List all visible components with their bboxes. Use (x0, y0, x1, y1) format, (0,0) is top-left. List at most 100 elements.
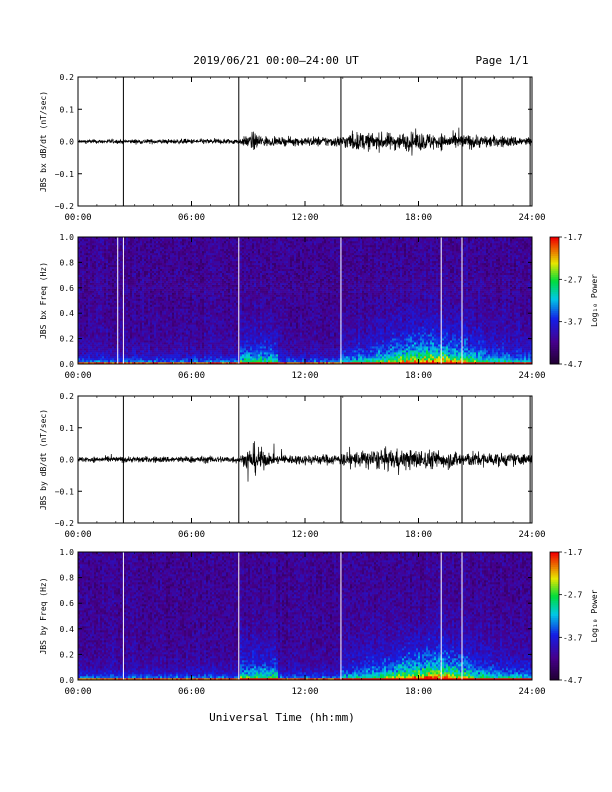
heat-cell (174, 354, 176, 356)
heat-cell (162, 310, 164, 312)
heat-cell (114, 330, 116, 332)
heat-cell (112, 247, 114, 249)
heat-cell (82, 273, 84, 275)
heat-cell (220, 283, 222, 285)
heat-cell (198, 281, 200, 283)
heat-cell (146, 245, 148, 247)
heat-cell (142, 360, 144, 362)
heat-cell (166, 277, 168, 279)
heat-cell (152, 281, 154, 283)
heat-cell (106, 239, 108, 241)
heat-cell (196, 332, 198, 334)
heat-cell (206, 336, 208, 338)
heat-cell (228, 348, 230, 350)
heat-cell (112, 312, 114, 314)
heat-cell (82, 312, 84, 314)
heat-cell (214, 314, 216, 316)
heat-cell (218, 330, 220, 332)
heat-cell (134, 301, 136, 303)
heat-cell (164, 291, 166, 293)
heat-cell (166, 352, 168, 354)
heat-cell (84, 302, 86, 304)
heat-cell (206, 279, 208, 281)
heat-cell (168, 332, 170, 334)
heat-cell (108, 304, 110, 306)
heat-cell (138, 338, 140, 340)
heat-cell (218, 291, 220, 293)
heat-cell (82, 301, 84, 303)
heat-cell (130, 297, 132, 299)
heat-cell (188, 358, 190, 360)
heat-cell (182, 263, 184, 265)
heat-cell (166, 344, 168, 346)
heat-cell (118, 281, 120, 283)
heat-cell (162, 320, 164, 322)
heat-cell (118, 314, 120, 316)
heat-cell (202, 336, 204, 338)
heat-cell (176, 249, 178, 251)
heat-cell (94, 354, 96, 356)
heat-cell (136, 310, 138, 312)
heat-cell (172, 255, 174, 257)
heat-cell (158, 293, 160, 295)
heat-cell (140, 275, 142, 277)
heat-cell (156, 239, 158, 241)
heat-cell (94, 251, 96, 253)
heat-cell (204, 350, 206, 352)
heat-cell (120, 316, 122, 318)
heat-cell (90, 247, 92, 249)
heat-cell (154, 245, 156, 247)
heat-cell (132, 275, 134, 277)
heat-cell (176, 346, 178, 348)
heat-cell (118, 283, 120, 285)
heat-cell (168, 245, 170, 247)
heat-cell (230, 269, 232, 271)
heat-cell (172, 257, 174, 259)
heat-cell (120, 332, 122, 334)
heat-cell (104, 324, 106, 326)
heat-cell (182, 322, 184, 324)
heat-cell (178, 324, 180, 326)
heat-cell (170, 322, 172, 324)
heat-cell (164, 350, 166, 352)
heat-cell (154, 265, 156, 267)
heat-cell (98, 352, 100, 354)
heat-cell (156, 271, 158, 273)
heat-cell (196, 346, 198, 348)
heat-cell (162, 291, 164, 293)
heat-cell (148, 247, 150, 249)
heat-cell (202, 297, 204, 299)
heat-cell (230, 271, 232, 273)
heat-cell (186, 271, 188, 273)
heat-cell (218, 265, 220, 267)
heat-cell (118, 295, 120, 297)
heat-cell (114, 308, 116, 310)
heat-cell (126, 279, 128, 281)
heat-cell (96, 297, 98, 299)
heat-cell (208, 293, 210, 295)
heat-cell (214, 269, 216, 271)
heat-cell (108, 308, 110, 310)
heat-cell (170, 348, 172, 350)
heat-cell (130, 354, 132, 356)
heat-cell (118, 310, 120, 312)
heat-cell (170, 243, 172, 245)
heat-cell (94, 320, 96, 322)
heat-cell (210, 344, 212, 346)
heat-cell (160, 273, 162, 275)
heat-cell (158, 271, 160, 273)
heat-cell (210, 255, 212, 257)
heat-cell (112, 301, 114, 303)
heat-cell (120, 358, 122, 360)
heat-cell (118, 269, 120, 271)
heat-cell (186, 332, 188, 334)
heat-cell (194, 249, 196, 251)
heat-cell (210, 281, 212, 283)
heat-cell (162, 271, 164, 273)
heat-cell (132, 354, 134, 356)
heat-cell (172, 324, 174, 326)
heat-cell (96, 275, 98, 277)
heat-cell (174, 304, 176, 306)
heat-cell (96, 324, 98, 326)
heat-cell (144, 342, 146, 344)
